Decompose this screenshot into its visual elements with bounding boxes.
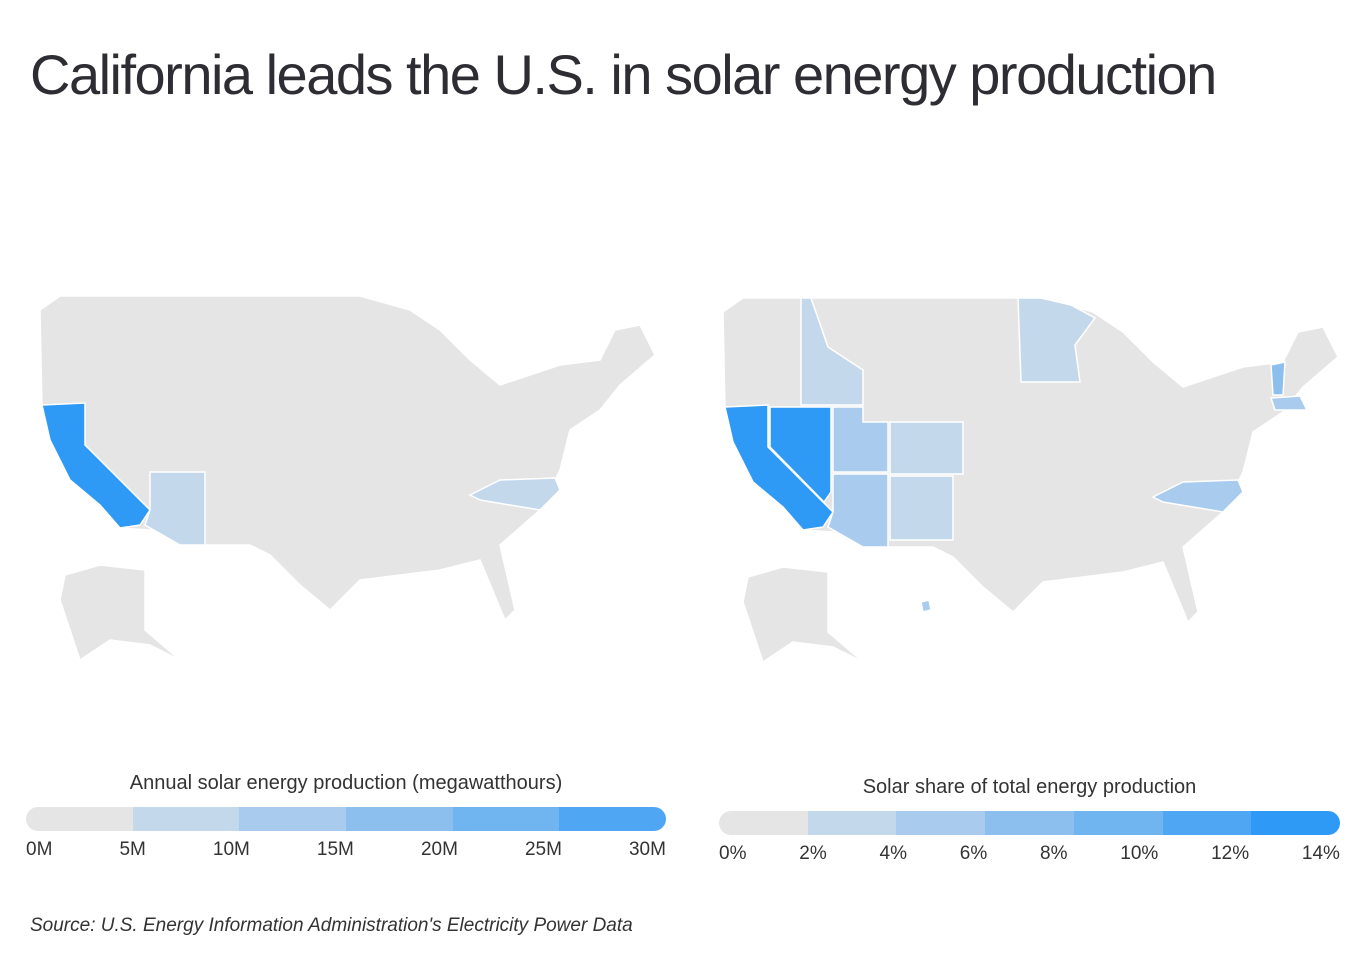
legend-tick: 14%	[1301, 843, 1340, 864]
legend-tick: 0M	[26, 839, 53, 860]
legend-tick: 6%	[959, 843, 988, 864]
page-title: California leads the U.S. in solar energ…	[30, 43, 1217, 106]
legend-color-bar	[719, 811, 1340, 835]
map-solar-production	[39, 295, 656, 662]
state-minnesota	[1017, 297, 1097, 383]
state-vermont	[1270, 361, 1286, 396]
legend-color-bar	[26, 807, 666, 831]
legend-tick: 12%	[1211, 843, 1250, 864]
legend-swatch	[132, 807, 240, 831]
legend-swatch	[452, 807, 560, 831]
state-massachusetts	[1269, 395, 1309, 411]
legend-tick: 4%	[879, 843, 907, 864]
legend-ticks: 0M 5M 10M 15M 20M 25M 30M	[26, 839, 666, 861]
legend-title: Annual solar energy production (megawatt…	[129, 772, 563, 794]
state-north-carolina	[1151, 479, 1244, 513]
legend-swatch	[719, 811, 808, 835]
legend-tick: 15M	[316, 839, 354, 860]
state-alaska	[742, 566, 864, 664]
state-north-carolina	[468, 477, 561, 511]
legend-tick: 0%	[719, 843, 747, 864]
legend-title: Solar share of total energy production	[862, 776, 1197, 798]
legend-swatch	[239, 807, 347, 831]
legend-tick: 20M	[420, 839, 458, 860]
legend-swatch	[346, 807, 453, 831]
map-solar-share	[722, 297, 1339, 664]
state-alaska	[59, 564, 181, 662]
legend-swatch	[807, 811, 897, 835]
state-nevada	[769, 406, 832, 504]
state-new-mexico	[889, 475, 954, 541]
legend-share: Solar share of total energy production 0…	[719, 776, 1340, 865]
state-arizona	[144, 471, 206, 546]
legend-swatch	[559, 807, 666, 831]
state-hawaii	[920, 599, 932, 613]
legend-tick: 5M	[119, 839, 146, 860]
legend-swatch	[985, 811, 1074, 835]
state-arizona	[827, 473, 889, 548]
legend-swatch	[1073, 811, 1163, 835]
legend-tick: 10M	[212, 839, 250, 860]
state-idaho	[800, 297, 864, 406]
legend-swatch	[1162, 811, 1252, 835]
state-utah	[832, 406, 889, 473]
state-colorado	[889, 421, 964, 475]
legend-swatch	[1251, 811, 1340, 835]
legend-tick: 25M	[524, 839, 562, 860]
legend-tick: 10%	[1120, 843, 1159, 864]
legend-swatch	[26, 807, 133, 831]
legend-production: Annual solar energy production (megawatt…	[26, 772, 666, 861]
state-california	[724, 404, 834, 531]
legend-swatch	[896, 811, 986, 835]
legend-ticks: 0% 2% 4% 6% 8% 10% 12% 14%	[719, 843, 1340, 865]
legend-tick: 2%	[799, 843, 827, 864]
legend-tick: 8%	[1040, 843, 1068, 864]
source-note: Source: U.S. Energy Information Administ…	[30, 915, 633, 936]
legend-tick: 30M	[628, 839, 666, 860]
state-california	[41, 402, 151, 529]
